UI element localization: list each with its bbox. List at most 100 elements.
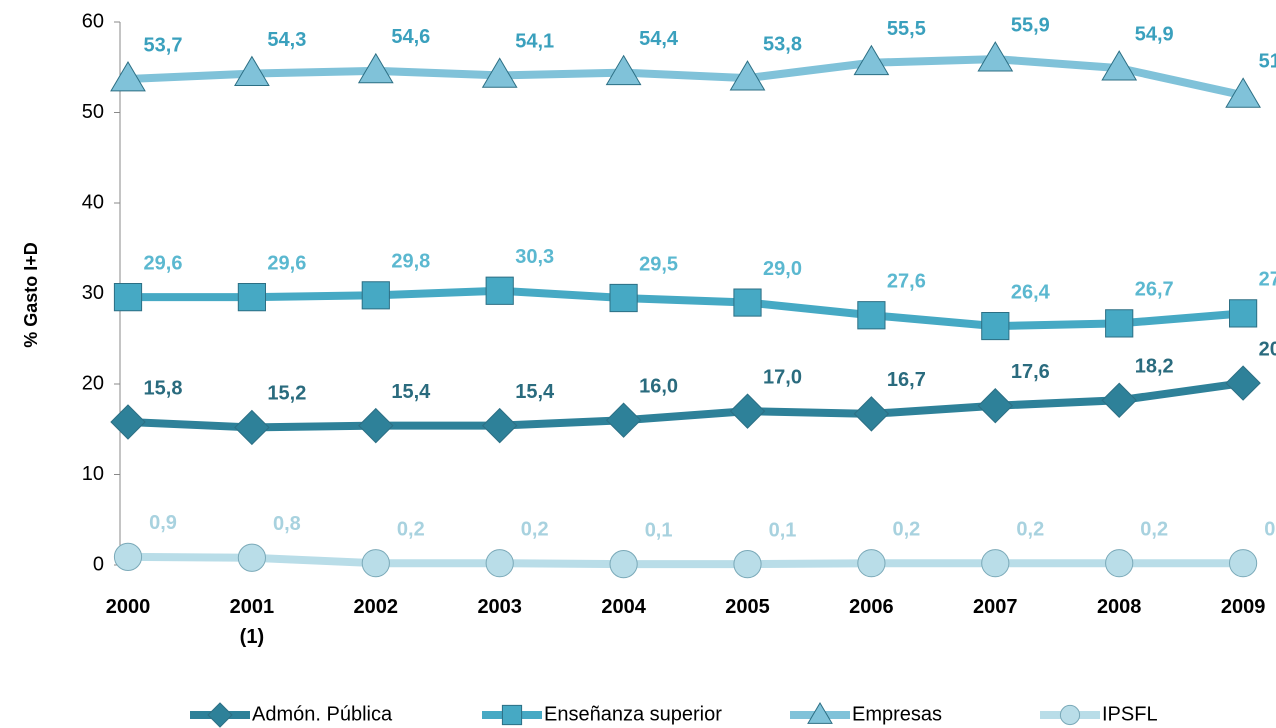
point-marker <box>234 55 270 86</box>
point-marker <box>733 549 762 579</box>
data-label: 29,0 <box>763 258 802 280</box>
data-label: 54,6 <box>391 26 430 48</box>
point-marker <box>110 404 146 440</box>
data-label: 29,6 <box>267 252 306 274</box>
legend-label: IPSFL <box>1102 703 1158 725</box>
data-label: 0,2 <box>521 518 549 540</box>
data-label: 53,8 <box>763 33 802 55</box>
data-label: 0,1 <box>769 519 797 541</box>
data-label: 0,8 <box>273 513 301 535</box>
data-label: 0,2 <box>1264 518 1276 540</box>
data-label: 0,1 <box>645 519 673 541</box>
point-marker <box>234 409 270 446</box>
y-tick-label: 40 <box>82 191 104 213</box>
data-label: 55,9 <box>1011 14 1050 36</box>
x-tick-label: 2005 <box>725 596 770 618</box>
x-tick-label: 2000 <box>105 596 151 618</box>
data-label: 17,6 <box>1011 361 1050 383</box>
point-marker <box>485 276 514 305</box>
series-line <box>127 379 1244 432</box>
point-marker <box>237 283 266 312</box>
point-marker <box>113 283 143 312</box>
y-tick-label: 10 <box>82 463 104 485</box>
legend-label: Admón. Pública <box>252 703 393 725</box>
x-tick-label: 2002 <box>353 596 399 618</box>
point-marker <box>361 549 390 578</box>
data-label: 17,0 <box>763 366 802 388</box>
point-marker <box>853 44 890 76</box>
point-marker <box>733 288 762 317</box>
point-marker <box>981 549 1010 578</box>
y-tick-label: 20 <box>82 372 104 394</box>
x-tick-label: 2007 <box>973 596 1018 618</box>
point-marker <box>1229 549 1258 578</box>
data-label: 16,0 <box>639 375 678 397</box>
point-marker <box>853 396 890 432</box>
point-marker <box>1105 549 1134 578</box>
y-tick-label: 30 <box>82 282 104 304</box>
x-tick-label: 2004 <box>601 596 646 618</box>
point-marker <box>361 281 390 310</box>
point-marker <box>481 57 518 88</box>
data-label: 29,8 <box>391 251 430 273</box>
point-marker <box>1225 77 1261 108</box>
legend-label: Enseñanza superior <box>544 703 722 725</box>
y-axis-title: % Gasto I+D <box>21 242 41 348</box>
data-label: 0,2 <box>892 518 920 540</box>
point-marker <box>485 549 514 578</box>
x-tick-label: 2001 (1) <box>229 596 275 648</box>
data-label: 15,4 <box>515 381 555 403</box>
point-marker <box>857 301 886 330</box>
point-marker <box>481 407 518 444</box>
data-label: 0,2 <box>1016 518 1044 540</box>
legend-marker <box>501 704 523 726</box>
data-label: 0,9 <box>149 512 177 534</box>
data-label: 29,5 <box>639 253 678 275</box>
data-label: 27,6 <box>887 271 926 293</box>
data-label: 26,7 <box>1135 279 1174 301</box>
data-label: 27,8 <box>1259 269 1276 291</box>
legend-label: Empresas <box>852 703 942 725</box>
data-label: 54,9 <box>1135 23 1174 45</box>
y-tick-label: 60 <box>82 10 104 32</box>
data-label: 15,4 <box>391 381 431 403</box>
point-marker <box>1229 299 1258 328</box>
x-tick-label: 2008 <box>1096 596 1142 618</box>
point-marker <box>605 402 642 438</box>
point-marker <box>609 283 638 313</box>
data-label: 30,3 <box>515 246 554 268</box>
point-marker <box>110 61 146 92</box>
point-marker <box>1105 309 1134 338</box>
data-label: 51,9 <box>1259 51 1276 73</box>
point-marker <box>237 543 266 572</box>
legend-marker <box>207 702 233 728</box>
series-line <box>127 55 1244 100</box>
data-label: 53,7 <box>144 34 183 56</box>
data-label: 18,2 <box>1135 356 1174 378</box>
legend-marker <box>1059 704 1081 726</box>
data-label: 15,2 <box>267 383 306 405</box>
point-marker <box>1225 365 1261 401</box>
data-label: 0,2 <box>397 518 425 540</box>
point-marker <box>357 52 394 84</box>
point-marker <box>729 393 766 429</box>
x-tick-label: 2006 <box>849 596 894 618</box>
point-marker <box>857 549 886 578</box>
y-tick-label: 0 <box>93 553 104 575</box>
data-label: 54,1 <box>515 31 554 53</box>
data-label: 29,6 <box>144 252 183 274</box>
point-marker <box>981 311 1010 341</box>
point-marker <box>358 407 394 444</box>
legend-marker <box>807 702 833 724</box>
point-marker <box>1101 382 1137 418</box>
data-label: 16,7 <box>887 369 926 391</box>
data-label: 55,5 <box>887 18 926 40</box>
x-tick-label: 2003 <box>477 596 522 618</box>
data-label: 54,4 <box>639 28 679 50</box>
point-marker <box>113 542 143 571</box>
data-label: 0,2 <box>1140 518 1168 540</box>
data-label: 26,4 <box>1011 281 1051 303</box>
series-line <box>128 286 1244 331</box>
